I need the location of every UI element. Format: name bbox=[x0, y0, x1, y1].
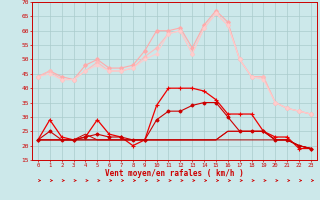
X-axis label: Vent moyen/en rafales ( km/h ): Vent moyen/en rafales ( km/h ) bbox=[105, 169, 244, 178]
